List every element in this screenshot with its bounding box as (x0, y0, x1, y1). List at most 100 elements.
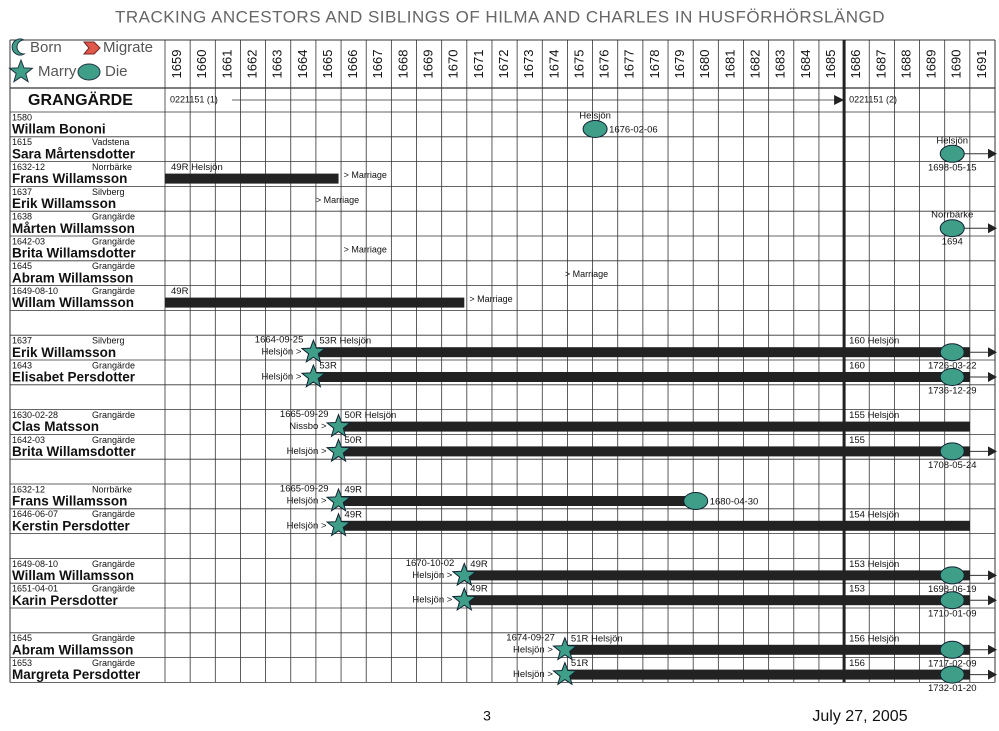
migrate-from: Helsjön > (287, 520, 327, 531)
note: > Marriage (344, 244, 387, 254)
year-label: 1689 (924, 50, 939, 79)
death-date: 1676-02-06 (609, 125, 658, 136)
marriage-star (451, 586, 478, 612)
bar-label: 53R (319, 361, 337, 372)
marriage-date: 1665-09-29 (280, 484, 329, 495)
residence-bar (338, 446, 970, 457)
born-date: 1649-08-10 (12, 559, 58, 569)
year-label: 1670 (446, 50, 461, 79)
year-label: 1672 (496, 50, 511, 79)
death-oval (939, 343, 965, 362)
year-label: 1685 (823, 50, 838, 79)
death-date: 1717-02-09 (928, 658, 977, 669)
migrate-from: Helsjön > (287, 446, 327, 457)
year-label: 1669 (421, 50, 436, 79)
person-name: Kerstin Persdotter (12, 518, 131, 533)
marriage-star (325, 512, 352, 537)
bar-label: 51R Helsjön (571, 633, 623, 644)
migrate-from: Helsjön > (262, 347, 302, 358)
migrate-from: Helsjön > (513, 644, 553, 655)
born-date: 1580 (12, 112, 32, 122)
residence-bar (564, 644, 970, 655)
born-date: 1632-12 (12, 162, 45, 172)
born-date: 1637 (12, 187, 32, 197)
death-date: 1710-01-09 (928, 609, 977, 620)
death-oval (939, 591, 965, 610)
marriage-star (300, 363, 327, 388)
arrowhead (988, 347, 997, 358)
note: > Marriage (316, 195, 359, 205)
born-date: 1615 (12, 137, 32, 147)
year-label: 1677 (622, 50, 637, 79)
death-oval (939, 368, 965, 386)
year-label: 1686 (848, 50, 863, 79)
born-date: 1642-03 (12, 435, 45, 445)
born-date: 1637 (12, 336, 32, 346)
marriage-date: 1670-10-02 (406, 558, 455, 569)
marriage-date: 1665-09-29 (280, 409, 329, 420)
born-date: 1642-03 (12, 236, 45, 246)
born-place: Grangärde (92, 212, 135, 222)
footer-date: July 27, 2005 (812, 708, 907, 725)
marriage-star (325, 487, 352, 512)
arrowhead (988, 148, 997, 159)
year-label: 1683 (773, 50, 788, 79)
legend-label: Die (105, 63, 128, 80)
legend-label: Migrate (103, 39, 153, 56)
person-name: Clas Matsson (12, 419, 99, 434)
born-date: 1630-02-28 (12, 410, 58, 420)
bar-label: 49R (345, 509, 363, 520)
residence-bar (564, 669, 970, 680)
death-place: Helsjön (579, 111, 611, 122)
born-date: 1649-08-10 (12, 286, 58, 296)
migrate-from: Helsjön > (262, 372, 302, 383)
born-place: Grangärde (92, 435, 135, 445)
parish-start: 0221151 (1) (170, 94, 218, 104)
residence-bar (165, 297, 465, 308)
death-date: 1694 (942, 237, 963, 248)
born-place: Norrbärke (92, 162, 132, 172)
born-place: Grangärde (92, 584, 135, 594)
migrate-from: Helsjön > (412, 595, 452, 606)
year-label: 1688 (898, 50, 913, 79)
marriage-star (325, 413, 352, 438)
residence-bar (165, 173, 339, 184)
page-number: 3 (483, 708, 491, 724)
death-oval (582, 120, 608, 138)
legend-label: Marry (38, 63, 77, 80)
residence-bar (464, 595, 970, 606)
year-label: 1673 (521, 50, 536, 79)
born-place: Grangärde (92, 360, 135, 370)
arrowhead (988, 669, 997, 680)
person-name: Abram Willamsson (12, 642, 133, 657)
year-label: 1682 (747, 50, 762, 79)
record-label: 153 (849, 584, 865, 595)
born-place: Grangärde (92, 509, 135, 519)
residence-bar (338, 496, 696, 506)
death-oval (939, 442, 965, 461)
migrate-from: Helsjön > (287, 496, 327, 507)
year-label: 1684 (798, 50, 813, 79)
year-label: 1671 (471, 50, 486, 79)
residence-bar (313, 372, 970, 382)
marriage-date: 1664-09-25 (255, 335, 304, 346)
born-date: 1638 (12, 212, 32, 222)
person-name: Abram Willamsson (12, 270, 133, 285)
bar-label: 49R (470, 559, 488, 570)
year-label: 1687 (873, 50, 888, 79)
bar-label: 49R (171, 286, 189, 297)
bar-label: 53R Helsjön (319, 336, 371, 347)
born-place: Silvberg (92, 336, 125, 346)
death-oval (939, 640, 965, 659)
year-label: 1667 (370, 50, 385, 79)
record-label: 156 Helsjön (849, 633, 899, 644)
born-place: Grangärde (92, 410, 135, 420)
migrate-from: Helsjön > (513, 669, 553, 680)
person-name: Willam Bononi (12, 122, 106, 137)
year-label: 1666 (345, 50, 360, 79)
year-label: 1668 (395, 50, 410, 79)
migrate-from: Helsjön > (412, 570, 452, 581)
marriage-star (552, 636, 578, 661)
